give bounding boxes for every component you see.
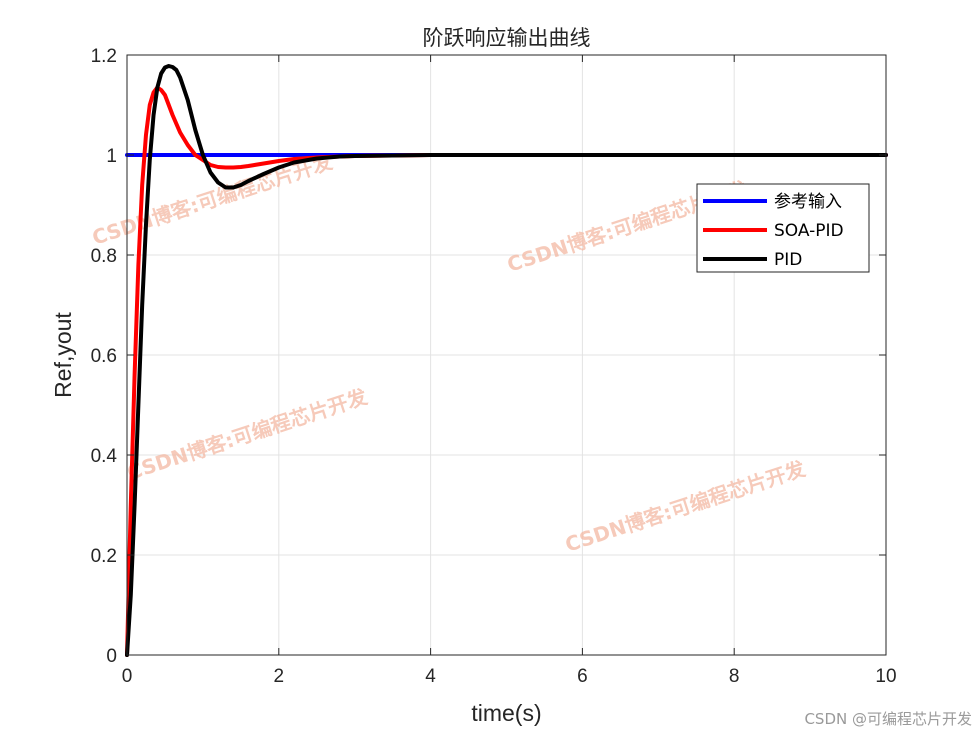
chart-title: 阶跃响应输出曲线 xyxy=(423,26,591,50)
series-layer xyxy=(125,64,888,657)
y-tick-labels: 0 0.2 0.4 0.6 0.8 1 1.2 xyxy=(91,46,118,667)
y-tick-label: 0.4 xyxy=(91,446,118,467)
x-tick-label: 8 xyxy=(729,666,740,687)
y-tick-label: 0 xyxy=(106,646,117,667)
grid-lines xyxy=(126,54,887,656)
x-tick-label: 4 xyxy=(425,666,436,687)
legend: 参考输入 SOA-PID PID xyxy=(696,183,870,273)
x-tick-label: 6 xyxy=(577,666,588,687)
tick-marks xyxy=(126,54,887,656)
series-line-soa-pid xyxy=(125,85,888,657)
y-tick-label: 0.8 xyxy=(91,246,117,267)
footer-watermark: CSDN @可编程芯片开发 xyxy=(804,710,972,728)
legend-entry-label: PID xyxy=(774,250,802,270)
x-tick-label: 2 xyxy=(274,666,285,687)
series-line-pid xyxy=(125,64,888,657)
legend-entry-label: 参考输入 xyxy=(774,192,842,212)
y-tick-label: 1.2 xyxy=(91,46,117,67)
x-axis-label: time(s) xyxy=(471,700,541,726)
watermark-text: CSDN博客:可编程芯片开发 xyxy=(562,456,809,557)
x-tick-label: 0 xyxy=(122,666,133,687)
watermark-text: CSDN博客:可编程芯片开发 xyxy=(124,384,371,485)
legend-entry-label: SOA-PID xyxy=(774,221,844,241)
x-tick-label: 10 xyxy=(875,666,896,687)
x-tick-labels: 0 2 4 6 8 10 xyxy=(122,666,897,687)
y-tick-label: 1 xyxy=(106,146,117,167)
y-tick-label: 0.6 xyxy=(91,346,117,367)
y-axis-label: Ref,yout xyxy=(50,312,76,398)
y-tick-label: 0.2 xyxy=(91,546,117,567)
